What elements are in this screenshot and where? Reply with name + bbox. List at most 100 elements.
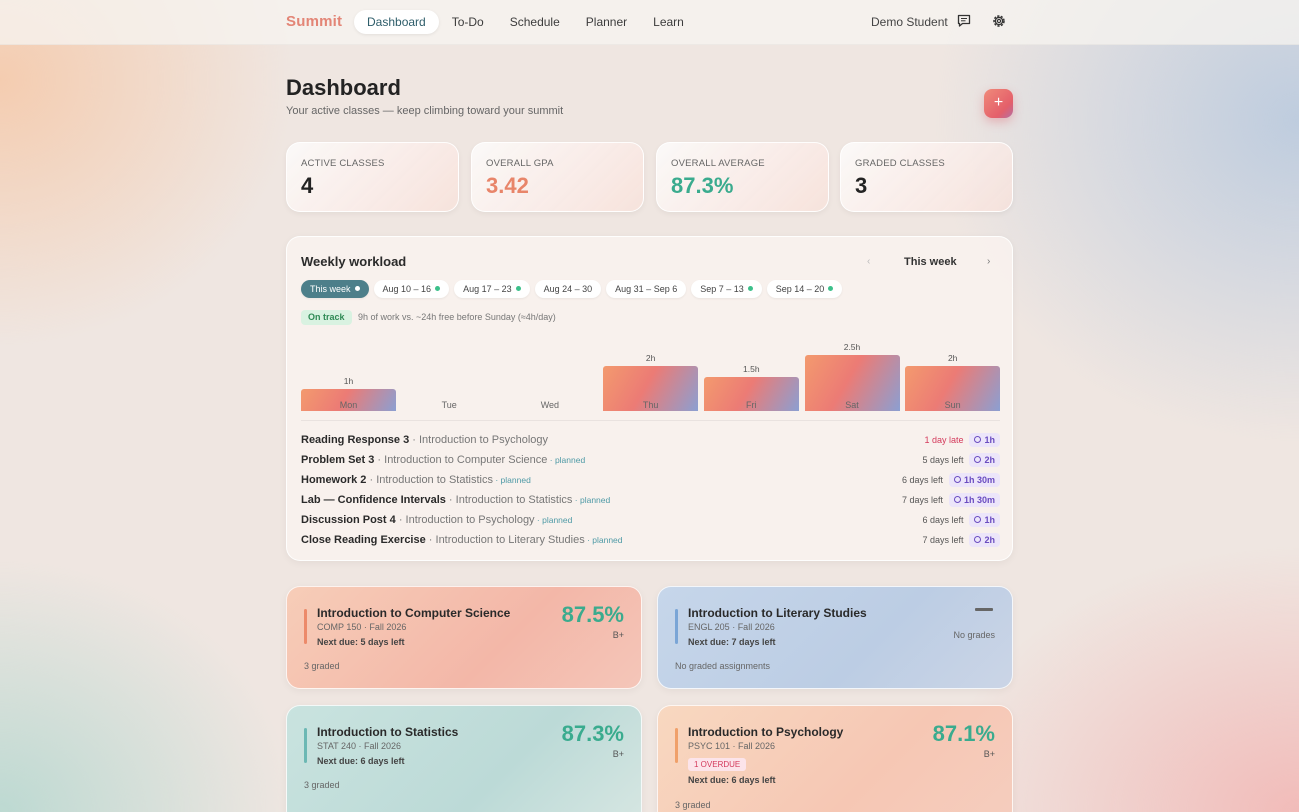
week-chip-label: Aug 10 – 16 [382, 284, 432, 294]
day-label: Sun [944, 400, 961, 410]
brand-logo[interactable]: Summit [286, 13, 343, 30]
course-letter-grade: B+ [612, 630, 624, 640]
graded-count: 3 graded [304, 780, 340, 790]
overdue-badge: 1 OVERDUE [688, 758, 747, 771]
page-title: Dashboard [286, 75, 401, 100]
day-label: Fri [746, 400, 757, 410]
workload-bar[interactable] [301, 388, 396, 411]
day-column-sun: 2h [905, 327, 1001, 411]
clock-icon [953, 496, 961, 503]
week-chip[interactable]: Aug 17 – 23 [454, 280, 530, 298]
has-work-dot [515, 286, 521, 291]
task-name: Reading Response 3 [301, 434, 410, 446]
time-estimate-badge: 2h [969, 453, 1000, 467]
nav-planner[interactable]: Planner [585, 15, 628, 29]
week-chip-label: Aug 17 – 23 [463, 284, 512, 294]
task-course: · Introduction to Psychology [395, 514, 535, 526]
gear-icon[interactable] [991, 13, 1007, 29]
task-row[interactable]: Reading Response 3 · Introduction to Psy… [301, 432, 1000, 452]
chat-icon[interactable] [957, 14, 971, 27]
task-row[interactable]: Homework 2 · Introduction to Statistics … [301, 472, 1000, 492]
course-grade-percent: 87.1% [932, 721, 995, 746]
has-work-dot [828, 286, 834, 291]
week-chip[interactable]: Sep 14 – 20 [766, 280, 843, 298]
course-card[interactable]: Introduction to Psychology PSYC 101 · Fal… [657, 705, 1013, 812]
day-column-thu: 2h [603, 327, 699, 411]
task-course: · Introduction to Computer Science [374, 454, 548, 466]
weekly-workload-card: Weekly workload ‹ This week › This week A… [286, 236, 1013, 561]
workload-bar[interactable] [603, 366, 699, 411]
time-estimate: 1h 30m [963, 475, 995, 485]
next-week-button[interactable]: › [987, 256, 991, 267]
course-code: ENGL 205 · Fall 2026 [688, 622, 775, 632]
workload-bar[interactable] [703, 377, 799, 411]
main-nav: Dashboard To-Do Schedule Planner Learn [354, 10, 697, 34]
course-card[interactable]: Introduction to Statistics STAT 240 · Fal… [286, 705, 642, 812]
stat-value: 3.42 [486, 173, 529, 198]
workload-title: Weekly workload [301, 254, 407, 269]
workload-bar[interactable] [804, 355, 900, 411]
nav-learn[interactable]: Learn [653, 15, 684, 29]
stat-value: 3 [855, 173, 868, 198]
prev-week-button[interactable]: ‹ [867, 256, 871, 267]
stat-label: OVERALL GPA [486, 158, 554, 169]
time-estimate: 2h [984, 455, 995, 465]
clock-icon [974, 456, 982, 463]
nav-todo[interactable]: To-Do [451, 15, 484, 29]
course-card[interactable]: Introduction to Literary Studies ENGL 205… [657, 586, 1013, 689]
graded-count: 3 graded [304, 661, 340, 671]
status-badge: On track [301, 310, 352, 325]
task-meta: 7 days left 1h 30m [902, 492, 1000, 508]
day-column-wed [502, 327, 597, 411]
current-week-label: This week [904, 256, 957, 268]
clock-icon [953, 476, 961, 483]
time-estimate-badge: 2h [969, 533, 1000, 547]
course-accent-bar [675, 609, 678, 644]
user-name[interactable]: Demo Student [871, 15, 948, 29]
add-class-button[interactable]: + [984, 89, 1013, 118]
course-code: COMP 150 · Fall 2026 [317, 622, 407, 632]
day-label: Mon [339, 400, 358, 410]
week-chip[interactable]: Aug 10 – 16 [373, 280, 450, 298]
course-title: Introduction to Computer Science [317, 606, 511, 620]
bar-value-label: 1.5h [743, 364, 760, 375]
time-estimate: 1h 30m [963, 495, 995, 505]
course-accent-bar [304, 728, 307, 763]
nav-dashboard[interactable]: Dashboard [354, 10, 439, 34]
week-chip[interactable]: Sep 7 – 13 [691, 280, 762, 298]
due-status: 6 days left [922, 515, 964, 525]
course-accent-bar [304, 609, 307, 644]
day-column-fri: 1.5h [703, 327, 799, 411]
task-row[interactable]: Lab — Confidence Intervals · Introductio… [301, 492, 1000, 512]
planned-tag: · planned [547, 455, 586, 465]
task-course: · Introduction to Statistics [366, 474, 493, 486]
week-chip[interactable]: Aug 24 – 30 [534, 280, 602, 298]
time-estimate-badge: 1h [969, 513, 1000, 527]
course-grade-percent: 87.3% [561, 721, 624, 746]
course-code: PSYC 101 · Fall 2026 [688, 741, 776, 751]
graded-count: 3 graded [675, 800, 711, 810]
task-meta: 5 days left 2h [922, 452, 1000, 468]
task-name: Homework 2 [301, 474, 367, 486]
time-estimate: 1h [984, 435, 995, 445]
course-card[interactable]: Introduction to Computer Science COMP 150… [286, 586, 642, 689]
course-next-due: Next due: 6 days left [317, 756, 405, 766]
workload-bar[interactable] [905, 366, 1001, 411]
due-status: 1 day late [924, 435, 964, 445]
day-column-sat: 2.5h [804, 327, 900, 411]
day-label: Wed [540, 400, 560, 410]
task-row[interactable]: Problem Set 3 · Introduction to Computer… [301, 452, 1000, 472]
plus-icon: + [993, 94, 1004, 111]
no-grade-dash [975, 608, 993, 611]
status-text: 9h of work vs. ~24h free before Sunday (… [358, 312, 556, 322]
bar-value-label: 2h [947, 353, 958, 364]
planned-tag: · planned [584, 535, 623, 545]
task-row[interactable]: Close Reading Exercise · Introduction to… [301, 532, 1000, 552]
task-name: Close Reading Exercise [301, 534, 426, 546]
week-chip[interactable]: Aug 31 – Sep 6 [606, 280, 687, 298]
day-label: Tue [441, 400, 457, 410]
week-chip-label: Aug 31 – Sep 6 [615, 284, 678, 294]
task-row[interactable]: Discussion Post 4 · Introduction to Psyc… [301, 512, 1000, 532]
nav-schedule[interactable]: Schedule [509, 15, 560, 29]
week-chip[interactable]: This week [301, 280, 369, 298]
